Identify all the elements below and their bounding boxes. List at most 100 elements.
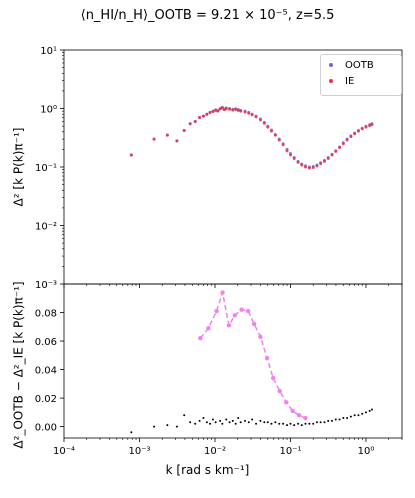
residual-point — [274, 421, 277, 424]
binned-difference-point — [264, 355, 270, 361]
residual-point — [338, 418, 341, 421]
scatter-point-ie — [175, 139, 179, 143]
scatter-point-ie — [296, 160, 300, 164]
residual-point — [286, 424, 289, 427]
residual-point — [194, 422, 197, 425]
binned-difference-point — [303, 415, 308, 421]
residual-point — [225, 418, 228, 421]
scatter-point-ie — [188, 122, 192, 126]
scatter-point-ie — [330, 153, 334, 157]
residual-point — [323, 421, 326, 424]
top-ytick-label: 10⁻³ — [35, 280, 57, 291]
scatter-point-ie — [288, 153, 292, 157]
residual-point — [202, 417, 205, 420]
scatter-point-ie — [303, 165, 307, 169]
top-panel: 10⁻³ 10⁻² 10⁻¹ 10⁰ 10¹ — [35, 46, 403, 291]
legend-label-ie: IE — [345, 76, 355, 87]
residual-point — [346, 417, 349, 420]
scatter-point-ie — [356, 129, 360, 133]
bottom-plot-frame — [63, 283, 403, 439]
scatter-point-ie — [273, 133, 277, 137]
legend-marker-ie — [329, 79, 333, 83]
scatter-point-ie — [165, 133, 169, 137]
top-ytick-label: 10⁻¹ — [35, 163, 57, 174]
binned-difference-point — [226, 323, 232, 328]
residual-point — [244, 419, 247, 422]
scatter-point-ie — [152, 137, 156, 141]
residual-point — [349, 415, 352, 418]
scatter-point-ie — [338, 146, 342, 150]
top-ylabel: Δ² [k P(k)π⁻¹] — [10, 127, 25, 207]
scatter-point-ie — [239, 109, 243, 113]
residual-point — [266, 421, 269, 424]
scatter-point-ie — [254, 115, 258, 119]
residual-point — [300, 424, 303, 427]
binned-difference-point — [290, 408, 295, 414]
residual-point — [361, 412, 364, 415]
scatter-point-ie — [300, 163, 304, 167]
residual-point — [255, 422, 258, 425]
scatter-point-ie — [360, 127, 364, 131]
residual-point — [234, 422, 237, 425]
residual-point — [231, 419, 234, 422]
residual-point — [153, 425, 156, 428]
residual-point — [334, 418, 337, 421]
residual-point — [357, 414, 360, 417]
residual-point — [166, 424, 169, 427]
scatter-point-ie — [129, 153, 133, 157]
scatter-point-ie — [292, 156, 296, 160]
residual-point — [327, 419, 330, 422]
residual-point — [312, 422, 315, 425]
top-ytick-label: 10⁰ — [40, 105, 57, 116]
scatter-point-ie — [315, 164, 319, 168]
scatter-point-ie — [247, 111, 251, 115]
bottom-ytick-label: 0.06 — [35, 337, 57, 348]
scatter-point-ie — [262, 121, 266, 125]
legend-item-ie: IE — [329, 75, 354, 89]
bottom-xtick-label: 10⁻⁴ — [53, 446, 75, 457]
scatter-point-ie — [193, 119, 197, 123]
legend-item-ootb: OOTB — [329, 59, 374, 73]
residual-point — [353, 414, 356, 417]
residual-point — [297, 422, 300, 425]
residual-point — [205, 421, 208, 424]
scatter-point-ie — [208, 111, 212, 115]
residual-point — [308, 422, 311, 425]
scatter-point-ie — [311, 166, 315, 170]
scatter-point-ie — [216, 109, 220, 113]
residual-point — [239, 421, 242, 424]
top-ytick-label: 10⁻² — [35, 222, 57, 233]
scatter-point-ie — [243, 110, 247, 114]
residual-point — [370, 408, 373, 411]
scatter-point-ie — [368, 124, 372, 128]
residual-point — [259, 419, 262, 422]
bottom-ytick-label: 0.02 — [35, 394, 57, 405]
bottom-xtick-label: 10⁰ — [358, 446, 375, 457]
bottom-xtick-label: 10⁻¹ — [279, 446, 301, 457]
scatter-point-ie — [370, 123, 374, 127]
residual-point — [368, 409, 371, 412]
legend-label-ootb: OOTB — [345, 60, 374, 71]
residual-point — [319, 421, 322, 424]
residual-point — [183, 414, 186, 417]
scatter-point-ie — [285, 149, 289, 153]
bottom-xtick-label: 10⁻³ — [128, 446, 150, 457]
scatter-point-ie — [334, 149, 338, 153]
binned-difference-point — [232, 313, 237, 318]
residual-point — [304, 422, 307, 425]
x-axis-label: k [rad s km⁻¹] — [165, 463, 250, 477]
residual-point — [364, 411, 367, 414]
residual-point — [219, 419, 222, 422]
top-ytick-label: 10¹ — [40, 46, 57, 57]
scatter-point-ie — [353, 132, 357, 136]
binned-difference-point — [284, 400, 289, 405]
scatter-point-ie — [198, 116, 202, 120]
scatter-point-ie — [326, 156, 330, 160]
residual-point — [270, 422, 273, 425]
scatter-point-ie — [201, 114, 205, 118]
scatter-point-ie — [281, 143, 285, 147]
residual-point — [331, 419, 334, 422]
scatter-point-ie — [224, 107, 228, 111]
bottom-ylabel: Δ²_OOTB − Δ²_IE [k P(k)π⁻¹] — [11, 281, 26, 449]
